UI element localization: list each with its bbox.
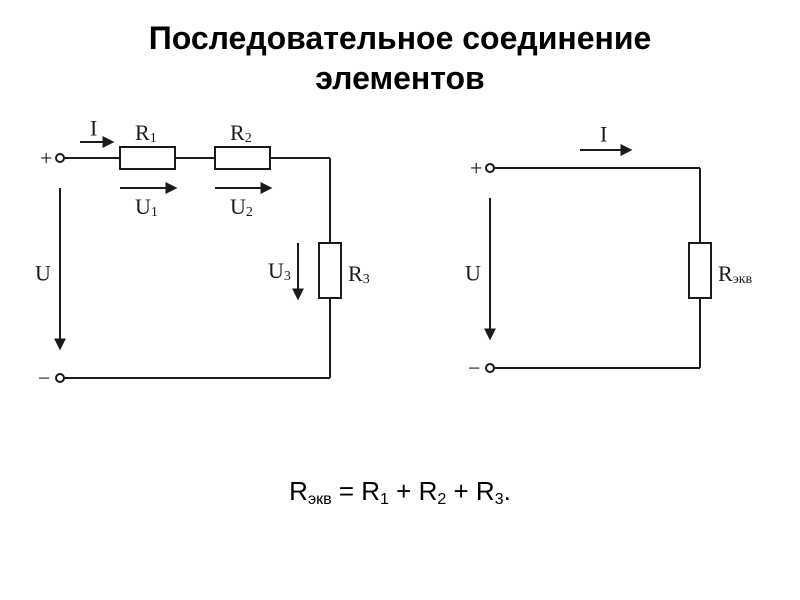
voltage-u1-label: U1 [135,194,158,220]
voltage-U-label: U [465,261,481,286]
title-line2: элементов [315,60,484,96]
resistor-r3 [319,243,341,298]
right-circuit: + − U I Rэкв [465,122,752,381]
formula-plus: + [446,476,476,506]
resistor-r1 [120,147,175,169]
left-circuit: + − U I R1 U1 R2 U2 [35,118,370,391]
minus-label: − [38,366,50,391]
resistor-r2-label: R2 [230,120,252,146]
formula-end: . [504,476,511,506]
formula-r2: R2 [419,476,447,506]
resistor-r2 [215,147,270,169]
plus-label: + [40,146,52,171]
plus-label: + [470,156,482,181]
current-I-label: I [90,118,97,141]
resistor-r3-label: R3 [348,261,370,287]
terminal-minus [56,374,64,382]
voltage-U-label: U [35,261,51,286]
formula-plus: + [389,476,419,506]
page-title: Последовательное соединение элементов [0,0,800,98]
terminal-minus [486,364,494,372]
minus-label: − [468,356,480,381]
circuit-svg: + − U I R1 U1 R2 U2 [0,118,800,458]
resistor-rekv [689,243,711,298]
terminal-plus [486,164,494,172]
diagrams-area: + − U I R1 U1 R2 U2 [0,118,800,458]
formula: Rэкв = R1 + R2 + R3. [0,476,800,509]
formula-eq: = [332,476,362,506]
formula-r1: R1 [361,476,389,506]
voltage-u3-label: U3 [268,258,291,284]
formula-lhs: Rэкв [289,476,331,506]
title-line1: Последовательное соединение [149,20,652,56]
formula-r3: R3 [476,476,504,506]
voltage-u2-label: U2 [230,194,253,220]
resistor-rekv-label: Rэкв [718,261,752,287]
current-I-label: I [600,122,607,147]
terminal-plus [56,154,64,162]
resistor-r1-label: R1 [135,120,157,146]
